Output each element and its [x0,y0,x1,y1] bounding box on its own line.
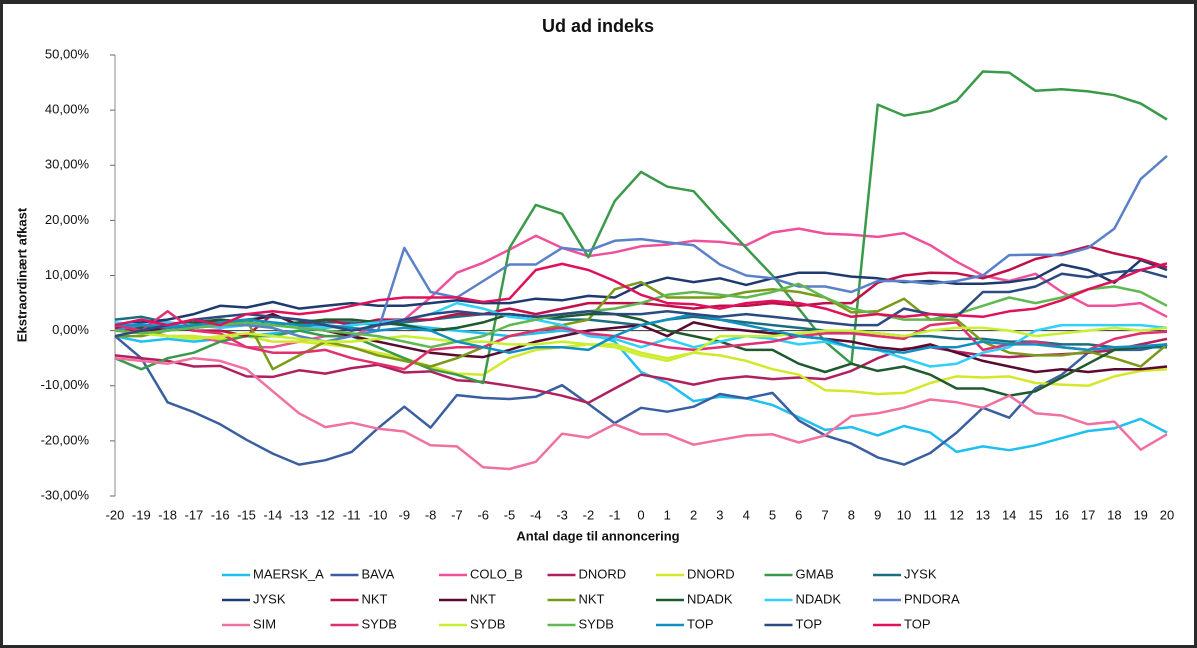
legend-label: TOP [904,616,931,631]
series-line [114,326,1168,363]
series-line [114,154,1168,343]
x-tick-label: 16 [1055,507,1069,522]
legend-label: GMAB [796,566,834,581]
y-tick-label: 0,00% [52,322,89,337]
legend-label: SYDB [470,616,505,631]
x-tick-label: 18 [1107,507,1121,522]
series-line [114,310,1168,371]
y-tick-label: -30,00% [41,487,90,502]
x-tick-label: -16 [211,507,230,522]
series-line [114,337,1168,405]
x-tick-label: -19 [132,507,151,522]
series-line [114,335,1168,466]
series-line [114,356,1168,471]
legend-label: JYSK [904,566,937,581]
x-tick-label: 15 [1028,507,1042,522]
x-tick-label: -4 [530,507,542,522]
x-tick-label: -15 [237,507,256,522]
y-tick-label: 40,00% [45,102,90,117]
x-tick-label: 0 [637,507,644,522]
x-tick-label: -10 [369,507,388,522]
series-line [115,280,1168,371]
y-tick-label: -10,00% [41,377,90,392]
series-line [114,282,1168,349]
x-tick-label: -3 [556,507,568,522]
series-line [115,312,1168,354]
x-tick-label: -1 [609,507,621,522]
chart-title: Ud ad indeks [542,16,654,36]
legend-label: DNORD [687,566,735,581]
x-tick-label: 8 [848,507,855,522]
x-tick-label: 14 [1002,507,1016,522]
legend-label: TOP [796,616,823,631]
legend-label: NKT [579,591,605,606]
x-tick-label: 11 [924,507,938,522]
x-tick-label: 9 [874,507,881,522]
x-tick-label: 17 [1081,507,1095,522]
x-tick-label: 12 [949,507,963,522]
x-tick-label: 5 [769,507,776,522]
x-tick-label: -8 [425,507,437,522]
x-tick-label: 2 [690,507,697,522]
x-tick-label: 20 [1160,507,1174,522]
x-tick-label: -17 [185,507,204,522]
legend-label: NDADK [796,591,842,606]
y-tick-label: 20,00% [45,212,90,227]
series-line [114,329,1168,396]
y-tick-label: -20,00% [41,432,90,447]
legend-label: SYDB [579,616,614,631]
x-tick-label: -6 [477,507,489,522]
legend-label: JYSK [253,591,286,606]
legend-label: PNDORA [904,591,960,606]
x-tick-label: -7 [451,507,463,522]
legend-label: DNORD [579,566,627,581]
legend-label: MAERSK_A [253,566,324,581]
x-tick-label: -14 [263,507,282,522]
legend-label: NKT [362,591,388,606]
x-axis-title: Antal dage til annoncering [516,528,679,543]
y-tick-label: 10,00% [45,267,90,282]
legend-label: SYDB [362,616,397,631]
x-tick-label: -2 [583,507,595,522]
legend-label: TOP [687,616,714,631]
y-tick-label: 50,00% [45,46,90,61]
x-tick-label: -20 [106,507,125,522]
x-tick-label: 7 [821,507,828,522]
x-tick-label: 13 [976,507,990,522]
x-tick-label: -9 [399,507,411,522]
series-line [114,258,1168,327]
x-tick-label: -12 [316,507,335,522]
x-tick-label: -18 [158,507,177,522]
legend-label: BAVA [362,566,395,581]
x-tick-label: 3 [716,507,723,522]
legend-label: NDADK [687,591,733,606]
legend-label: SIM [253,616,276,631]
series-line [114,227,1168,349]
x-tick-label: -5 [504,507,516,522]
x-tick-label: 10 [897,507,911,522]
x-tick-label: 19 [1133,507,1147,522]
series-line [114,262,1168,327]
legend-label: COLO_B [470,566,523,581]
x-tick-label: -11 [343,507,361,522]
x-tick-label: -13 [290,507,309,522]
y-tick-label: 30,00% [45,157,90,172]
x-tick-label: 6 [795,507,802,522]
x-tick-label: 4 [743,507,750,522]
y-axis-title: Ekstraordinært afkast [14,207,29,342]
x-tick-label: 1 [664,507,671,522]
series-line [114,268,1168,338]
legend-label: NKT [470,591,496,606]
